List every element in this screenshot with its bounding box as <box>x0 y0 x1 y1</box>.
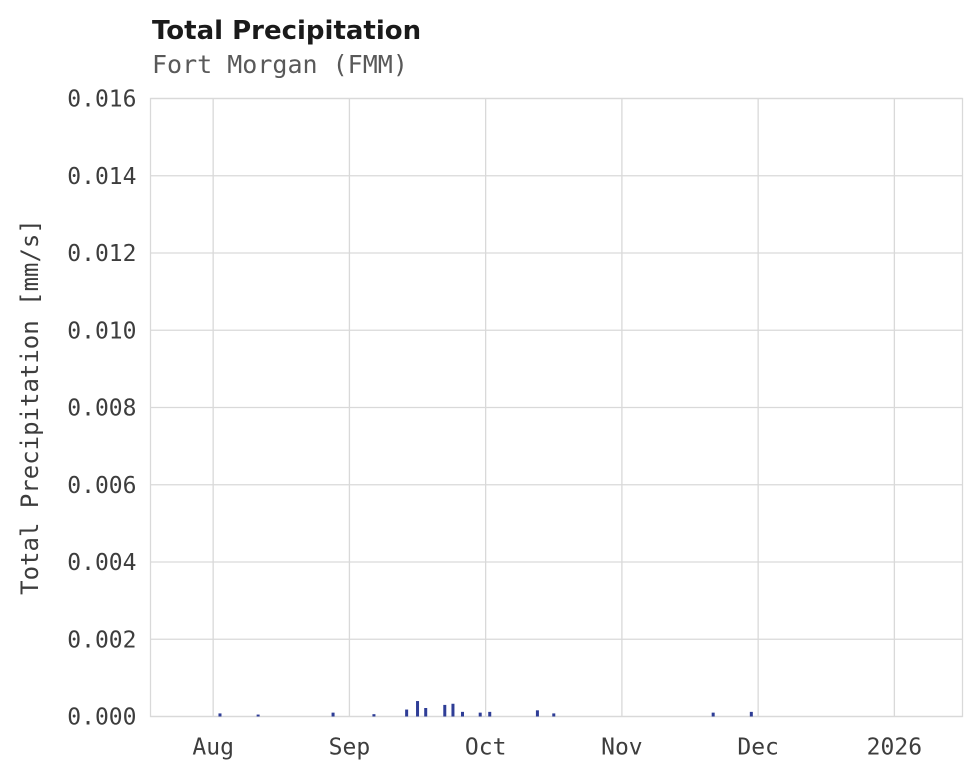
precip-bar <box>711 712 715 717</box>
y-tick-label: 0.016 <box>67 87 136 113</box>
y-tick-label: 0.002 <box>67 627 136 653</box>
chart-title: Total Precipitation <box>152 16 422 46</box>
plot-border <box>149 97 964 718</box>
y-tick-label: 0.008 <box>67 396 136 422</box>
y-tick-label: 0.000 <box>67 705 136 731</box>
precip-bar <box>443 704 447 717</box>
y-tick-label: 0.006 <box>67 473 136 499</box>
y-tick-label: 0.004 <box>67 550 136 576</box>
x-tick-label: Dec <box>737 735 779 761</box>
x-tick-label: Sep <box>329 735 371 761</box>
precip-bar <box>460 711 464 717</box>
y-tick-label: 0.010 <box>67 318 136 344</box>
y-tick-label: 0.012 <box>67 241 136 267</box>
precip-bar <box>535 710 539 717</box>
x-tick-label: Nov <box>601 735 643 761</box>
y-tick-label: 0.014 <box>67 164 136 190</box>
precip-bar <box>405 709 409 717</box>
precip-bar <box>331 712 335 717</box>
x-tick-label: Aug <box>192 735 234 761</box>
precip-bar <box>424 708 428 717</box>
precip-bar <box>749 711 753 717</box>
precip-bar <box>478 712 482 717</box>
precip-bar <box>416 701 420 717</box>
x-tick-label: Oct <box>465 735 507 761</box>
precip-bar <box>488 711 492 717</box>
precip-bar <box>372 714 376 717</box>
precip-bar <box>451 703 455 717</box>
chart-subtitle: Fort Morgan (FMM) <box>152 50 408 79</box>
precip-bar <box>256 714 260 717</box>
precip-bar <box>552 713 556 717</box>
precip-bar <box>218 713 222 717</box>
x-tick-label: 2026 <box>867 735 922 761</box>
